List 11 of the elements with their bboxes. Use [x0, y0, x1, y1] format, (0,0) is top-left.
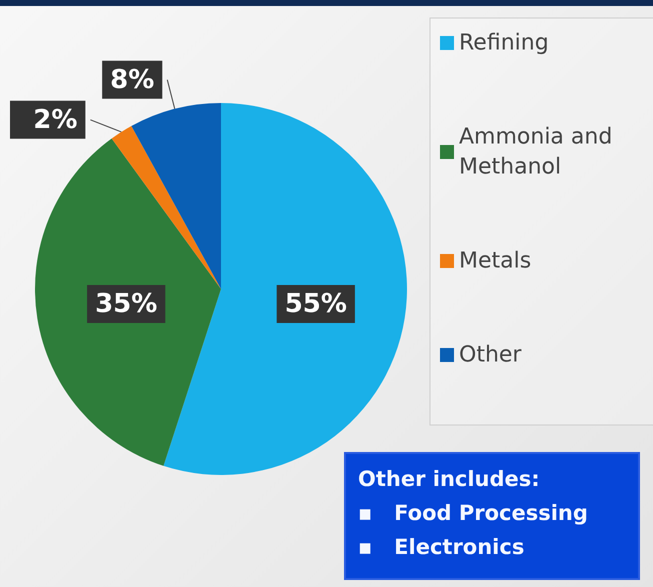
data-label: 2% [33, 104, 78, 135]
data-label: 8% [110, 64, 154, 95]
data-label: 55% [284, 289, 347, 320]
legend-label: Other [459, 342, 522, 368]
text: ▪ Food Processing [358, 500, 589, 527]
legend-label: Refining [459, 30, 549, 56]
text: ▪ Electronics [358, 534, 526, 561]
legend-label: Metals [459, 248, 532, 274]
text: Other includes: [358, 466, 541, 493]
data-label: 35% [95, 289, 158, 320]
legend-label: Ammonia and Methanol [459, 124, 620, 180]
